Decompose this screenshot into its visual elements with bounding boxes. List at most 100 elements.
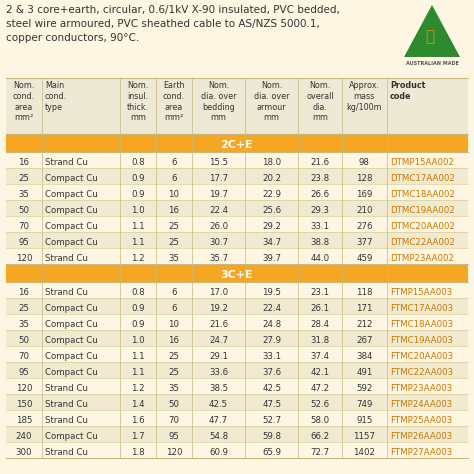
Text: FTMP23AA003: FTMP23AA003 xyxy=(390,384,452,393)
Text: Strand Cu: Strand Cu xyxy=(45,384,88,393)
Text: Compact Cu: Compact Cu xyxy=(45,336,98,345)
Text: DTMC20AA002: DTMC20AA002 xyxy=(390,222,455,231)
Text: 59.8: 59.8 xyxy=(262,432,281,441)
Bar xyxy=(6,168,468,184)
Text: 6: 6 xyxy=(171,288,177,297)
Text: 592: 592 xyxy=(356,384,373,393)
Text: 22.4: 22.4 xyxy=(262,304,281,313)
Text: 1.2: 1.2 xyxy=(131,384,145,393)
Text: 33.6: 33.6 xyxy=(209,368,228,377)
Text: 65.9: 65.9 xyxy=(262,448,281,457)
Text: DTMC22AA002: DTMC22AA002 xyxy=(390,238,455,247)
Text: 25: 25 xyxy=(18,304,29,313)
Text: 491: 491 xyxy=(356,368,373,377)
Bar xyxy=(6,442,468,458)
Text: 35: 35 xyxy=(168,254,179,263)
Text: 98: 98 xyxy=(359,158,370,167)
Text: 120: 120 xyxy=(165,448,182,457)
Text: 42.5: 42.5 xyxy=(262,384,281,393)
Bar xyxy=(6,200,468,216)
Text: 0.9: 0.9 xyxy=(131,320,145,329)
Text: FTMC20AA003: FTMC20AA003 xyxy=(390,352,453,361)
Text: 749: 749 xyxy=(356,400,373,409)
Text: Compact Cu: Compact Cu xyxy=(45,368,98,377)
Bar xyxy=(6,152,468,168)
Text: 26.1: 26.1 xyxy=(310,304,329,313)
Text: 0.9: 0.9 xyxy=(131,174,145,183)
Text: 276: 276 xyxy=(356,222,373,231)
Text: 1.1: 1.1 xyxy=(131,222,145,231)
Text: 6: 6 xyxy=(171,304,177,313)
Text: 17.0: 17.0 xyxy=(209,288,228,297)
Text: 16: 16 xyxy=(18,288,29,297)
Text: 2 & 3 core+earth, circular, 0.6/1kV X-90 insulated, PVC bedded,: 2 & 3 core+earth, circular, 0.6/1kV X-90… xyxy=(6,5,340,15)
Text: Strand Cu: Strand Cu xyxy=(45,400,88,409)
Text: 6: 6 xyxy=(171,158,177,167)
Text: 70: 70 xyxy=(18,222,29,231)
Bar xyxy=(6,232,468,248)
Bar xyxy=(6,346,468,362)
Text: Compact Cu: Compact Cu xyxy=(45,238,98,247)
Text: 37.4: 37.4 xyxy=(310,352,329,361)
Text: FTMP27AA003: FTMP27AA003 xyxy=(390,448,452,457)
Bar xyxy=(6,298,468,314)
Text: FTMP24AA003: FTMP24AA003 xyxy=(390,400,452,409)
Text: 21.6: 21.6 xyxy=(310,158,329,167)
Bar xyxy=(6,134,468,152)
Polygon shape xyxy=(404,5,460,57)
Text: Strand Cu: Strand Cu xyxy=(45,158,88,167)
Text: 37.6: 37.6 xyxy=(262,368,281,377)
Text: 28.4: 28.4 xyxy=(310,320,329,329)
Text: 300: 300 xyxy=(16,448,32,457)
Text: 39.7: 39.7 xyxy=(262,254,281,263)
Bar xyxy=(6,426,468,442)
Text: 1.1: 1.1 xyxy=(131,368,145,377)
Text: 38.5: 38.5 xyxy=(209,384,228,393)
Text: 31.8: 31.8 xyxy=(310,336,329,345)
Text: 1.0: 1.0 xyxy=(131,206,145,215)
Text: 33.1: 33.1 xyxy=(310,222,329,231)
Text: FTMC22AA003: FTMC22AA003 xyxy=(390,368,453,377)
Text: 1.0: 1.0 xyxy=(131,336,145,345)
Text: 38.8: 38.8 xyxy=(310,238,329,247)
Text: 🦘: 🦘 xyxy=(426,29,435,45)
Text: 15.5: 15.5 xyxy=(209,158,228,167)
Text: 19.2: 19.2 xyxy=(209,304,228,313)
Text: 1.7: 1.7 xyxy=(131,432,145,441)
Bar xyxy=(6,264,468,282)
Text: 2C+E: 2C+E xyxy=(220,140,254,150)
Text: 50: 50 xyxy=(18,336,29,345)
Text: Compact Cu: Compact Cu xyxy=(45,304,98,313)
Text: 171: 171 xyxy=(356,304,373,313)
Text: 29.1: 29.1 xyxy=(209,352,228,361)
Text: 10: 10 xyxy=(168,320,179,329)
Text: 42.5: 42.5 xyxy=(209,400,228,409)
Text: 16: 16 xyxy=(18,158,29,167)
Text: Compact Cu: Compact Cu xyxy=(45,432,98,441)
Text: Nom.
cond.
area
mm²: Nom. cond. area mm² xyxy=(13,81,35,122)
Text: 70: 70 xyxy=(168,416,179,425)
Text: Compact Cu: Compact Cu xyxy=(45,352,98,361)
Text: 35: 35 xyxy=(168,384,179,393)
Text: FTMC18AA003: FTMC18AA003 xyxy=(390,320,453,329)
Text: 26.6: 26.6 xyxy=(310,190,329,199)
Text: 19.7: 19.7 xyxy=(209,190,228,199)
Text: 0.9: 0.9 xyxy=(131,304,145,313)
Text: 240: 240 xyxy=(16,432,32,441)
Text: 1402: 1402 xyxy=(354,448,375,457)
Text: DTMP23AA002: DTMP23AA002 xyxy=(390,254,454,263)
Text: 459: 459 xyxy=(356,254,373,263)
Text: 52.7: 52.7 xyxy=(262,416,281,425)
Text: DTMC18AA002: DTMC18AA002 xyxy=(390,190,455,199)
Text: 1.2: 1.2 xyxy=(131,254,145,263)
Text: steel wire armoured, PVC sheathed cable to AS/NZS 5000.1,: steel wire armoured, PVC sheathed cable … xyxy=(6,19,320,29)
Text: Product
code: Product code xyxy=(390,81,425,101)
Text: 58.0: 58.0 xyxy=(310,416,329,425)
Text: 19.5: 19.5 xyxy=(262,288,281,297)
Text: 10: 10 xyxy=(168,190,179,199)
Text: 128: 128 xyxy=(356,174,373,183)
Text: 23.1: 23.1 xyxy=(310,288,329,297)
Text: DTMP15AA002: DTMP15AA002 xyxy=(390,158,454,167)
Text: 1.6: 1.6 xyxy=(131,416,145,425)
Text: 22.9: 22.9 xyxy=(262,190,281,199)
